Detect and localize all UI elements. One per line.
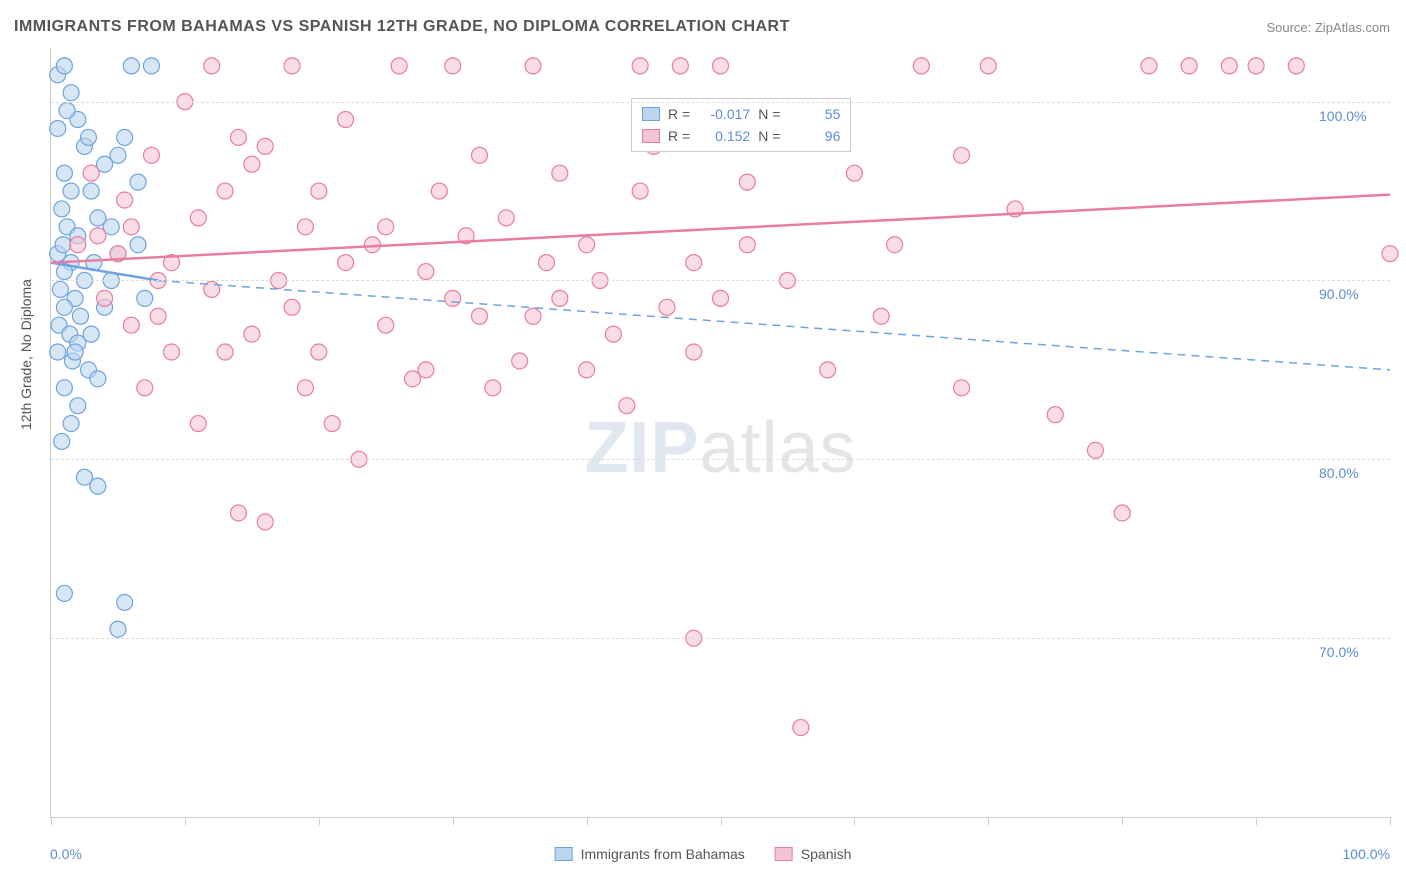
series-legend: Immigrants from Bahamas Spanish (555, 846, 852, 862)
n-label: N = (758, 128, 780, 144)
x-tick (854, 817, 855, 825)
x-tick (1122, 817, 1123, 825)
r-label: R = (668, 106, 690, 122)
r-value-1: 0.152 (698, 128, 750, 144)
legend-item-0: Immigrants from Bahamas (555, 846, 745, 862)
stats-row-series-1: R = 0.152 N = 96 (642, 125, 840, 147)
stats-legend: R = -0.017 N = 55 R = 0.152 N = 96 (631, 98, 851, 152)
r-label: R = (668, 128, 690, 144)
gridline-h (51, 459, 1390, 460)
x-tick (319, 817, 320, 825)
n-label: N = (758, 106, 780, 122)
r-value-0: -0.017 (698, 106, 750, 122)
y-tick-label: 80.0% (1319, 465, 1394, 481)
n-value-0: 55 (788, 106, 840, 122)
legend-label-1: Spanish (801, 846, 852, 862)
source-attribution: Source: ZipAtlas.com (1266, 20, 1390, 35)
y-axis-label: 12th Grade, No Diploma (18, 279, 34, 430)
legend-item-1: Spanish (775, 846, 852, 862)
y-tick-label: 100.0% (1319, 108, 1394, 124)
gridline-h (51, 280, 1390, 281)
y-tick-label: 90.0% (1319, 286, 1394, 302)
chart-container: IMMIGRANTS FROM BAHAMAS VS SPANISH 12TH … (0, 0, 1406, 892)
plot-area: ZIPatlas R = -0.017 N = 55 R = 0.152 N =… (50, 48, 1390, 818)
x-tick (587, 817, 588, 825)
y-tick-label: 70.0% (1319, 644, 1394, 660)
gridline-h (51, 638, 1390, 639)
legend-swatch-1 (775, 847, 793, 861)
x-tick (453, 817, 454, 825)
gridline-h (51, 102, 1390, 103)
x-tick-min: 0.0% (50, 846, 82, 862)
legend-swatch-0 (555, 847, 573, 861)
stats-row-series-0: R = -0.017 N = 55 (642, 103, 840, 125)
scatter-svg (51, 48, 1390, 817)
x-tick-max: 100.0% (1343, 846, 1390, 862)
legend-label-0: Immigrants from Bahamas (581, 846, 745, 862)
x-tick (721, 817, 722, 825)
x-tick (1390, 817, 1391, 825)
x-tick (185, 817, 186, 825)
chart-title: IMMIGRANTS FROM BAHAMAS VS SPANISH 12TH … (14, 18, 790, 36)
swatch-series-0 (642, 107, 660, 121)
x-tick (988, 817, 989, 825)
x-tick (51, 817, 52, 825)
x-tick (1256, 817, 1257, 825)
n-value-1: 96 (788, 128, 840, 144)
swatch-series-1 (642, 129, 660, 143)
